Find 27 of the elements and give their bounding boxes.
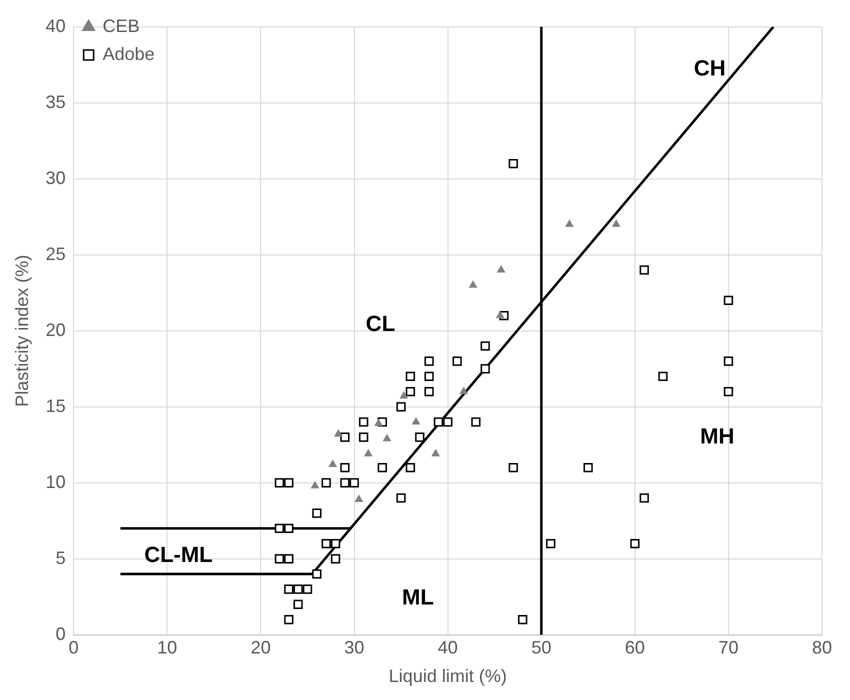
x-tick-label: 80	[812, 638, 832, 658]
y-tick-label: 5	[56, 548, 66, 568]
x-tick-label: 30	[344, 638, 364, 658]
x-tick-label: 40	[438, 638, 458, 658]
x-tick-label: 0	[68, 638, 79, 658]
x-axis-title: Liquid limit (%)	[388, 666, 507, 686]
y-tick-label: 25	[46, 244, 66, 264]
y-tick-label: 20	[46, 320, 66, 340]
y-tick-label: 15	[46, 396, 66, 416]
y-tick-label: 40	[46, 16, 66, 36]
y-tick-label: 10	[46, 472, 66, 492]
annotation: CH	[694, 55, 726, 80]
legend-label: Adobe	[102, 44, 155, 64]
y-axis-title: Plasticity index (%)	[12, 254, 32, 407]
annotation: MH	[700, 423, 734, 448]
x-tick-label: 20	[250, 638, 271, 658]
x-tick-label: 50	[531, 638, 552, 658]
y-tick-label: 35	[46, 92, 66, 112]
x-tick-label: 70	[718, 638, 738, 658]
legend-label: CEB	[102, 16, 140, 36]
x-tick-label: 60	[624, 638, 645, 658]
annotation: CL-ML	[144, 542, 213, 567]
x-tick-label: 10	[157, 638, 178, 658]
y-tick-label: 0	[56, 624, 66, 644]
annotation: CL	[366, 310, 396, 336]
annotation: ML	[402, 584, 434, 610]
y-tick-label: 30	[46, 168, 66, 188]
